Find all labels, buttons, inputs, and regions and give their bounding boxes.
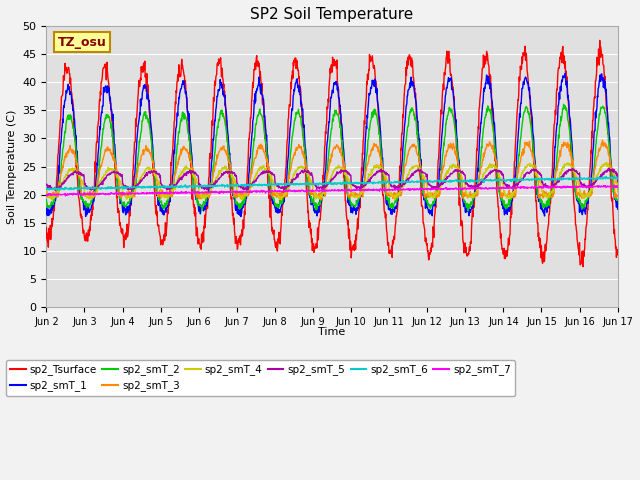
Line: sp2_smT_2: sp2_smT_2 xyxy=(46,104,618,211)
sp2_smT_6 xyxy=(614,175,621,181)
sp2_smT_4 xyxy=(170,187,177,192)
sp2_Tsurface xyxy=(421,227,429,232)
sp2_smT_1 xyxy=(547,197,554,203)
sp2_smT_7 xyxy=(578,182,586,188)
sp2_smT_6 xyxy=(421,179,429,184)
sp2_smT_6 xyxy=(156,184,164,190)
sp2_smT_3 xyxy=(496,178,504,184)
sp2_smT_3 xyxy=(598,137,606,143)
Line: sp2_smT_5: sp2_smT_5 xyxy=(46,168,618,190)
sp2_smT_3 xyxy=(156,192,163,198)
sp2_smT_1 xyxy=(156,202,163,207)
sp2_smT_6 xyxy=(234,182,241,188)
sp2_smT_4 xyxy=(614,189,621,195)
sp2_Tsurface xyxy=(42,225,50,230)
sp2_smT_5 xyxy=(605,165,612,171)
sp2_smT_2 xyxy=(234,199,241,205)
sp2_smT_6 xyxy=(610,173,618,179)
Line: sp2_smT_6: sp2_smT_6 xyxy=(46,176,618,190)
sp2_smT_2 xyxy=(421,193,429,199)
sp2_smT_2 xyxy=(560,101,568,107)
sp2_smT_6 xyxy=(170,183,178,189)
sp2_smT_4 xyxy=(278,197,285,203)
sp2_Tsurface xyxy=(546,205,554,211)
sp2_smT_3 xyxy=(614,192,621,198)
sp2_smT_3 xyxy=(547,192,554,198)
sp2_smT_4 xyxy=(547,192,554,198)
Line: sp2_smT_3: sp2_smT_3 xyxy=(46,140,618,200)
sp2_smT_6 xyxy=(547,176,554,181)
sp2_smT_3 xyxy=(317,197,325,203)
Legend: sp2_Tsurface, sp2_smT_1, sp2_smT_2, sp2_smT_3, sp2_smT_4, sp2_smT_5, sp2_smT_6, : sp2_Tsurface, sp2_smT_1, sp2_smT_2, sp2_… xyxy=(6,360,515,396)
sp2_smT_1 xyxy=(496,190,504,195)
sp2_smT_7 xyxy=(170,190,178,195)
sp2_smT_5 xyxy=(42,182,50,188)
Line: sp2_smT_7: sp2_smT_7 xyxy=(46,185,618,196)
sp2_smT_2 xyxy=(547,195,554,201)
sp2_smT_5 xyxy=(547,183,554,189)
X-axis label: Time: Time xyxy=(318,327,346,337)
sp2_smT_4 xyxy=(234,190,241,195)
sp2_smT_4 xyxy=(603,159,611,165)
Line: sp2_Tsurface: sp2_Tsurface xyxy=(46,40,618,267)
sp2_smT_2 xyxy=(614,197,621,203)
Line: sp2_smT_1: sp2_smT_1 xyxy=(46,73,618,216)
Title: SP2 Soil Temperature: SP2 Soil Temperature xyxy=(250,7,413,22)
sp2_smT_6 xyxy=(53,187,61,193)
sp2_smT_4 xyxy=(156,180,163,186)
sp2_smT_5 xyxy=(496,168,504,174)
sp2_smT_7 xyxy=(234,190,241,195)
sp2_smT_7 xyxy=(156,190,164,195)
sp2_smT_7 xyxy=(547,184,554,190)
sp2_smT_5 xyxy=(234,181,241,187)
sp2_smT_5 xyxy=(156,175,164,180)
sp2_smT_5 xyxy=(88,187,95,193)
sp2_smT_2 xyxy=(156,193,163,199)
sp2_Tsurface xyxy=(614,252,621,258)
sp2_smT_1 xyxy=(234,211,241,216)
sp2_smT_4 xyxy=(42,190,50,195)
Text: TZ_osu: TZ_osu xyxy=(58,36,106,48)
sp2_Tsurface xyxy=(156,230,163,236)
sp2_smT_1 xyxy=(170,163,177,168)
sp2_smT_4 xyxy=(496,175,504,180)
sp2_smT_4 xyxy=(421,177,429,182)
sp2_smT_5 xyxy=(421,170,429,176)
sp2_smT_2 xyxy=(170,182,177,188)
sp2_smT_1 xyxy=(421,192,429,198)
sp2_Tsurface xyxy=(170,133,177,139)
sp2_smT_7 xyxy=(614,185,621,191)
sp2_Tsurface xyxy=(234,246,241,252)
sp2_smT_7 xyxy=(42,192,50,198)
sp2_Tsurface xyxy=(579,264,587,270)
sp2_smT_6 xyxy=(42,185,50,191)
sp2_smT_1 xyxy=(237,214,244,219)
sp2_smT_3 xyxy=(170,179,177,185)
sp2_smT_5 xyxy=(614,179,621,185)
sp2_smT_6 xyxy=(496,177,504,182)
sp2_smT_2 xyxy=(42,197,50,203)
sp2_smT_5 xyxy=(170,182,178,188)
sp2_smT_1 xyxy=(614,206,621,212)
sp2_Tsurface xyxy=(495,217,503,223)
sp2_smT_3 xyxy=(421,193,429,199)
sp2_smT_2 xyxy=(464,208,472,214)
Line: sp2_smT_4: sp2_smT_4 xyxy=(46,162,618,200)
sp2_smT_7 xyxy=(421,186,429,192)
sp2_smT_3 xyxy=(234,193,241,199)
sp2_smT_7 xyxy=(61,193,69,199)
sp2_smT_2 xyxy=(496,192,504,198)
sp2_smT_1 xyxy=(42,205,50,211)
sp2_Tsurface xyxy=(596,37,604,43)
sp2_smT_1 xyxy=(561,71,569,76)
sp2_smT_7 xyxy=(496,186,504,192)
Y-axis label: Soil Temperature (C): Soil Temperature (C) xyxy=(7,109,17,224)
sp2_smT_3 xyxy=(42,192,50,197)
